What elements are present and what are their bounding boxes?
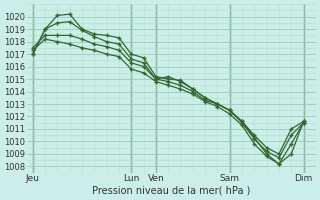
X-axis label: Pression niveau de la mer( hPa ): Pression niveau de la mer( hPa ): [92, 186, 251, 196]
